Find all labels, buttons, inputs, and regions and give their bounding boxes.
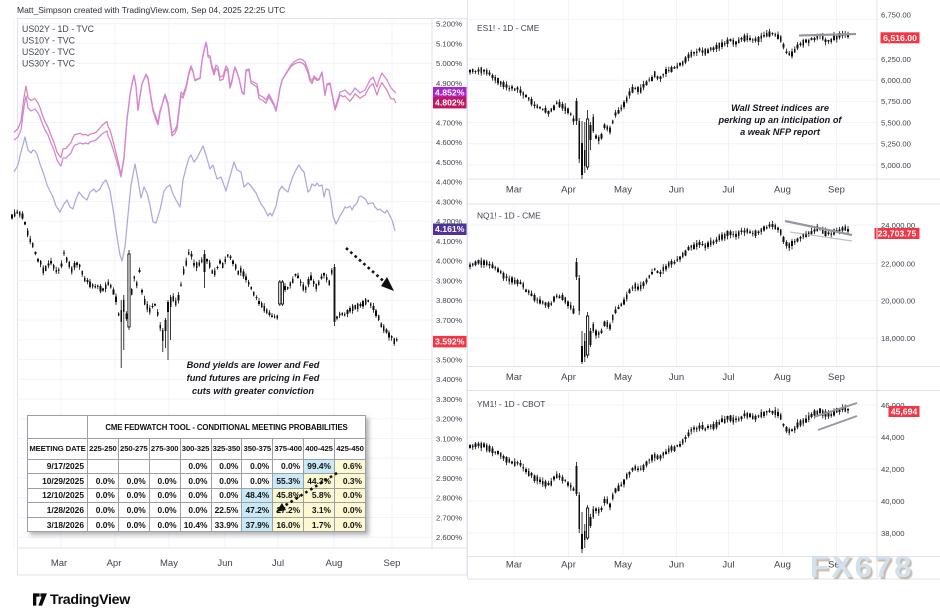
svg-text:May: May	[160, 558, 178, 569]
svg-text:a weak NFP report: a weak NFP report	[740, 127, 821, 137]
svg-text:Aug: Aug	[774, 560, 791, 571]
svg-text:May: May	[614, 560, 632, 571]
svg-text:4.300%: 4.300%	[436, 197, 462, 206]
svg-text:2.700%: 2.700%	[436, 513, 462, 522]
svg-text:Jul: Jul	[722, 560, 734, 571]
svg-text:4.000%: 4.000%	[436, 257, 462, 266]
svg-text:Sep: Sep	[828, 372, 845, 383]
svg-text:2.600%: 2.600%	[436, 533, 462, 542]
svg-text:5,750.00: 5,750.00	[881, 97, 911, 106]
svg-text:3.300%: 3.300%	[436, 395, 462, 404]
svg-text:6,250.00: 6,250.00	[881, 55, 911, 64]
svg-text:5.200%: 5.200%	[436, 20, 462, 29]
svg-text:US02Y - 1D - TVC: US02Y - 1D - TVC	[22, 24, 95, 34]
svg-text:Jun: Jun	[217, 558, 232, 569]
svg-text:5.000%: 5.000%	[436, 59, 462, 68]
svg-text:4.600%: 4.600%	[436, 138, 462, 147]
svg-text:Wall Street indices are: Wall Street indices are	[731, 103, 829, 113]
svg-text:46,000: 46,000	[881, 401, 905, 410]
svg-text:3.800%: 3.800%	[436, 296, 462, 305]
svg-text:5,500.00: 5,500.00	[881, 118, 911, 127]
svg-text:Mar: Mar	[506, 372, 522, 383]
svg-text:4.852%: 4.852%	[435, 88, 465, 98]
svg-text:Jun: Jun	[669, 560, 684, 571]
svg-text:Jul: Jul	[722, 372, 734, 383]
svg-text:3.100%: 3.100%	[436, 434, 462, 443]
svg-text:perking up an inticipation of: perking up an inticipation of	[717, 115, 842, 125]
svg-text:23,703.75: 23,703.75	[878, 229, 917, 239]
svg-text:May: May	[614, 185, 632, 196]
svg-text:Jun: Jun	[669, 372, 684, 383]
svg-text:US30Y - TVC: US30Y - TVC	[22, 59, 76, 69]
svg-text:NQ1! - 1D - CME: NQ1! - 1D - CME	[477, 211, 541, 221]
svg-text:Sep: Sep	[828, 185, 845, 196]
svg-text:Aug: Aug	[774, 185, 791, 196]
svg-text:6,750.00: 6,750.00	[881, 10, 911, 19]
svg-text:2.800%: 2.800%	[436, 494, 462, 503]
svg-text:Mar: Mar	[51, 558, 67, 569]
svg-text:4.500%: 4.500%	[436, 158, 462, 167]
svg-text:5,250.00: 5,250.00	[881, 140, 911, 149]
svg-text:6,516.00: 6,516.00	[883, 33, 917, 43]
svg-text:Sep: Sep	[828, 560, 845, 571]
svg-text:Jul: Jul	[272, 558, 284, 569]
svg-text:cuts with greater conviction: cuts with greater conviction	[192, 386, 314, 396]
svg-text:3.592%: 3.592%	[435, 337, 465, 347]
svg-text:44,000: 44,000	[881, 433, 905, 442]
svg-text:20,000.00: 20,000.00	[881, 296, 915, 305]
svg-text:4.161%: 4.161%	[435, 224, 465, 234]
svg-text:Aug: Aug	[774, 372, 791, 383]
svg-text:4.802%: 4.802%	[435, 98, 465, 108]
svg-text:2.900%: 2.900%	[436, 474, 462, 483]
svg-text:42,000: 42,000	[881, 465, 905, 474]
svg-text:Apr: Apr	[107, 558, 122, 569]
svg-text:18,000.00: 18,000.00	[881, 334, 915, 343]
svg-text:Apr: Apr	[561, 560, 576, 571]
svg-text:38,000: 38,000	[881, 529, 905, 538]
svg-text:ES1! - 1D - CME: ES1! - 1D - CME	[477, 23, 540, 33]
svg-text:Aug: Aug	[326, 558, 343, 569]
svg-text:Jun: Jun	[669, 185, 684, 196]
svg-text:Sep: Sep	[384, 558, 401, 569]
svg-text:Mar: Mar	[506, 560, 522, 571]
svg-text:4.200%: 4.200%	[436, 217, 462, 226]
svg-text:45,694: 45,694	[891, 407, 918, 417]
svg-text:Apr: Apr	[561, 185, 576, 196]
svg-text:5.100%: 5.100%	[436, 39, 462, 48]
svg-text:Apr: Apr	[561, 372, 576, 383]
svg-text:3.400%: 3.400%	[436, 375, 462, 384]
svg-text:4.900%: 4.900%	[436, 79, 462, 88]
svg-text:4.100%: 4.100%	[436, 237, 462, 246]
svg-text:4.700%: 4.700%	[436, 118, 462, 127]
svg-text:Matt_Simpson created with Trad: Matt_Simpson created with TradingView.co…	[17, 5, 285, 15]
svg-text:3.900%: 3.900%	[436, 276, 462, 285]
svg-text:3.700%: 3.700%	[436, 316, 462, 325]
svg-text:YM1! - 1D - CBOT: YM1! - 1D - CBOT	[477, 399, 545, 409]
svg-text:Jul: Jul	[722, 185, 734, 196]
svg-text:3.000%: 3.000%	[436, 454, 462, 463]
svg-text:Bond yields are lower and Fed: Bond yields are lower and Fed	[187, 360, 320, 370]
svg-text:fund futures are pricing in Fe: fund futures are pricing in Fed	[187, 373, 320, 383]
svg-text:US20Y - TVC: US20Y - TVC	[22, 47, 76, 57]
svg-text:24,000.00: 24,000.00	[881, 221, 915, 230]
svg-text:May: May	[614, 372, 632, 383]
svg-text:5,000.00: 5,000.00	[881, 161, 911, 170]
svg-text:Mar: Mar	[506, 185, 522, 196]
svg-text:6,000.00: 6,000.00	[881, 76, 911, 85]
svg-text:4.400%: 4.400%	[436, 178, 462, 187]
svg-text:3.200%: 3.200%	[436, 415, 462, 424]
svg-text:22,000.00: 22,000.00	[881, 259, 915, 268]
svg-text:40,000: 40,000	[881, 497, 905, 506]
svg-text:3.500%: 3.500%	[436, 355, 462, 364]
svg-text:US10Y - TVC: US10Y - TVC	[22, 36, 76, 46]
